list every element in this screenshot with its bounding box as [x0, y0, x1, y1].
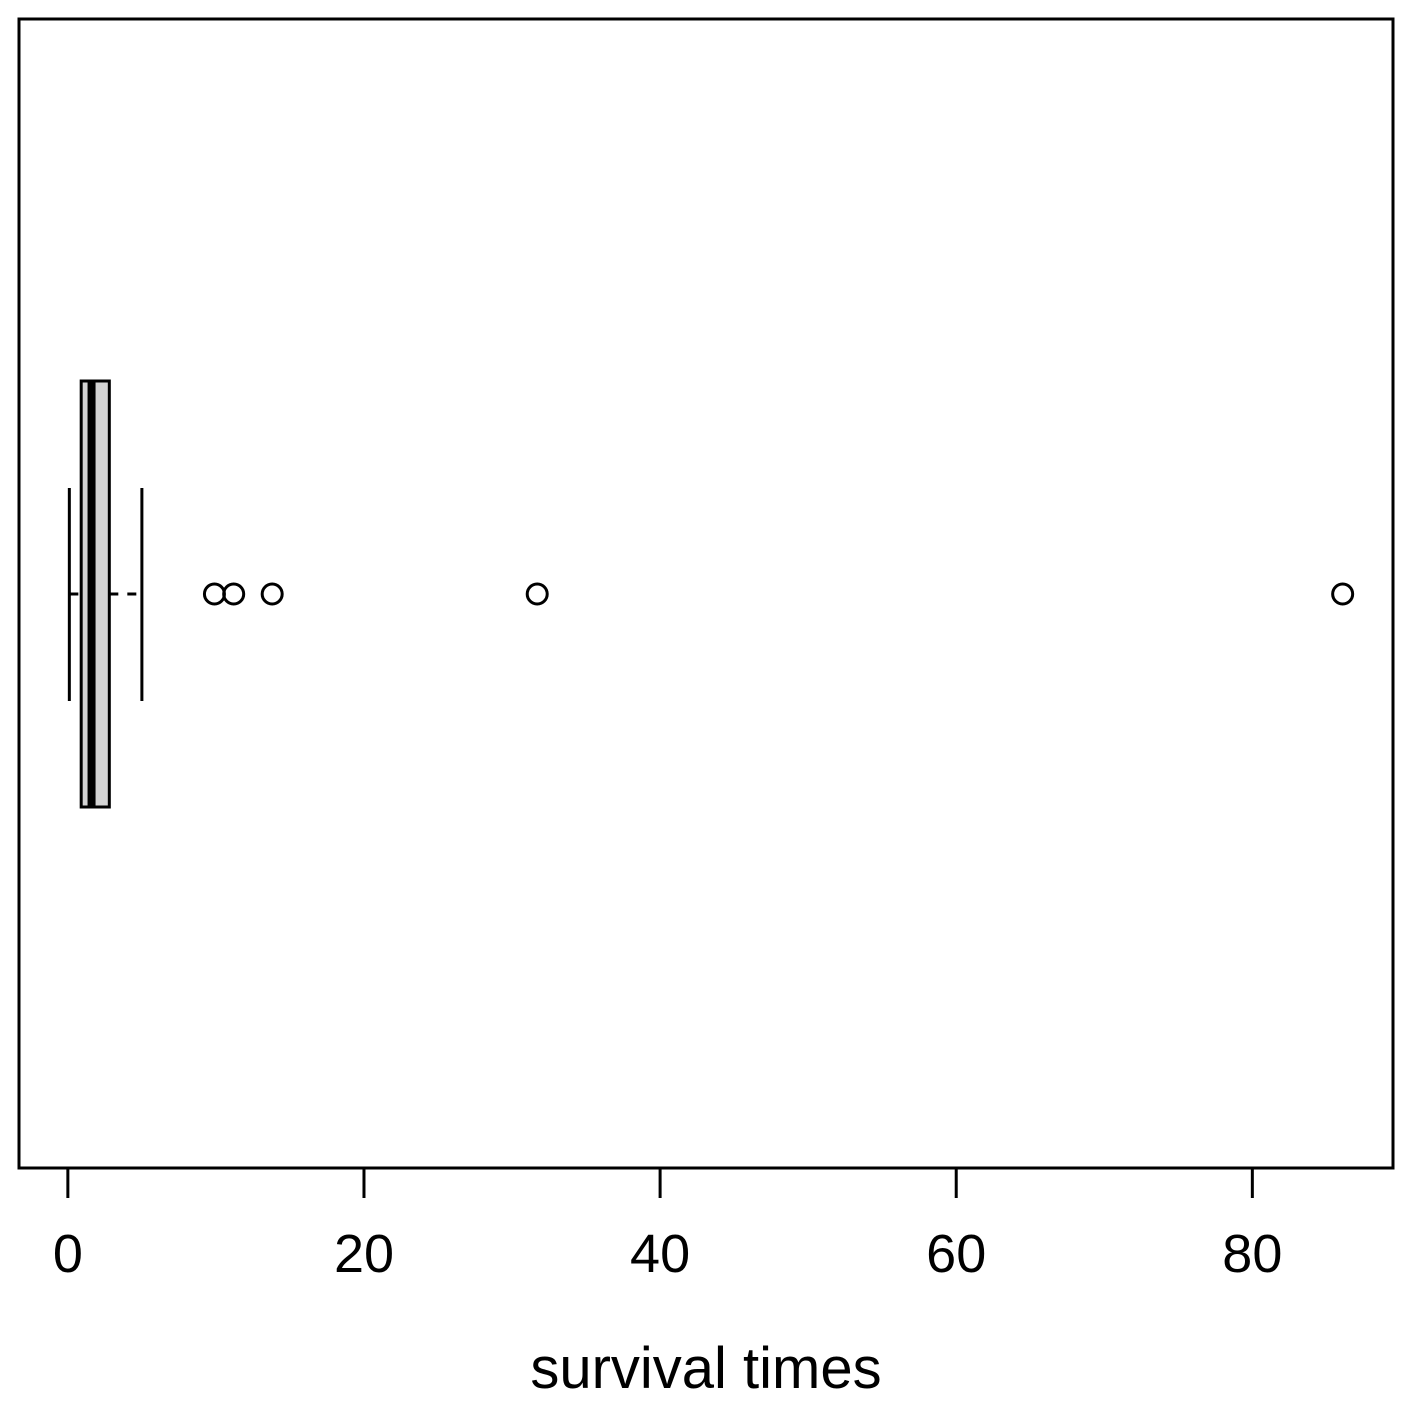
- x-axis-title: survival times: [530, 1336, 881, 1401]
- x-tick-label-60: 60: [926, 1224, 986, 1284]
- x-axis: 0 20 40 60 80: [53, 1166, 1282, 1284]
- box-group: [67, 379, 1355, 809]
- outlier-point-1: [202, 582, 226, 606]
- outlier-point-2: [222, 582, 246, 606]
- outlier-point-3: [260, 582, 284, 606]
- x-tick-label-80: 80: [1222, 1224, 1282, 1284]
- x-tick-label-0: 0: [53, 1224, 83, 1284]
- outlier-point-4: [525, 582, 549, 606]
- outlier-point-5: [1331, 582, 1355, 606]
- x-tick-label-20: 20: [334, 1224, 394, 1284]
- x-tick-label-40: 40: [630, 1224, 690, 1284]
